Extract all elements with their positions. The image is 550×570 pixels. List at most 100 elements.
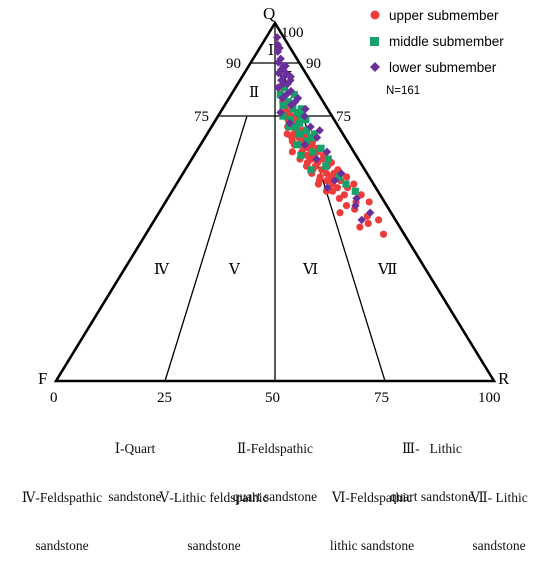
legend-n-count: N=161 xyxy=(386,85,420,97)
data-point-lower xyxy=(323,183,332,192)
data-point-middle xyxy=(297,105,305,113)
data-point-lower xyxy=(286,86,296,96)
data-point-lower xyxy=(278,79,288,89)
data-point-middle xyxy=(317,144,325,152)
caption-vi-line1: Ⅵ-Feldspathic xyxy=(331,490,413,505)
field-label-v: Ⅴ xyxy=(228,262,241,278)
tick-label-90-right: 90 xyxy=(306,56,321,72)
ternary-diagram: Q F R 100 90 90 75 75 0 25 50 75 100 Ⅰ Ⅱ… xyxy=(38,4,510,406)
data-point-middle xyxy=(276,91,284,99)
data-point-middle xyxy=(293,141,301,149)
data-point-middle xyxy=(295,119,304,127)
data-point-middle xyxy=(285,123,293,131)
data-point-upper xyxy=(342,173,351,181)
data-point-upper xyxy=(379,230,388,238)
legend-marker-middle xyxy=(370,37,379,46)
data-point-middle xyxy=(302,116,310,124)
caption-iv-line2: sandstone xyxy=(35,538,89,553)
data-point-upper xyxy=(340,191,348,199)
data-point-lower xyxy=(301,104,310,114)
data-point-lower xyxy=(273,47,283,56)
data-point-lower xyxy=(365,208,375,217)
data-point-lower xyxy=(322,147,332,157)
data-point-upper xyxy=(315,176,323,185)
tick-label-75-left: 75 xyxy=(194,109,209,125)
data-point-lower xyxy=(282,90,291,99)
data-point-lower xyxy=(274,58,283,67)
data-point-middle xyxy=(293,108,301,117)
data-point-middle xyxy=(309,148,317,156)
data-point-upper xyxy=(288,133,296,142)
data-point-lower xyxy=(272,33,282,42)
caption-v-line1: Ⅴ-Lithic feldspathic xyxy=(159,490,269,505)
data-point-middle xyxy=(295,130,304,138)
tick-label-0: 0 xyxy=(50,390,58,406)
data-point-upper xyxy=(288,148,296,156)
caption-ii-line1: Ⅱ-Feldspathic xyxy=(237,441,313,456)
caption-vii-line2: sandstone xyxy=(472,538,526,553)
data-point-middle xyxy=(342,180,350,188)
data-point-lower xyxy=(337,169,346,178)
caption-iv-line1: Ⅳ-Feldspathic xyxy=(21,490,103,505)
data-point-lower xyxy=(278,93,287,103)
legend-label-middle: middle submember xyxy=(389,34,504,49)
tick-label-25: 25 xyxy=(157,390,172,406)
data-point-upper xyxy=(365,198,373,206)
tick-label-100: 100 xyxy=(478,390,501,406)
data-point-lower xyxy=(306,122,315,132)
caption-vi: Ⅵ-Feldspathic lithic sandstone xyxy=(302,458,442,570)
data-point-upper xyxy=(374,216,383,224)
legend-marker-lower xyxy=(370,62,380,72)
data-point-upper xyxy=(364,219,372,228)
field-label-ii: Ⅱ xyxy=(249,85,259,101)
legend-label-upper: upper submember xyxy=(389,8,499,23)
data-point-lower xyxy=(277,76,286,85)
data-point-lower xyxy=(279,72,289,81)
caption-iii-line1: Ⅲ- Lithic xyxy=(402,441,462,456)
data-point-middle xyxy=(280,83,289,92)
field-label-vi: Ⅵ xyxy=(302,262,318,278)
data-point-lower xyxy=(312,154,321,164)
data-point-middle xyxy=(322,162,330,170)
data-point-middle xyxy=(279,101,287,109)
tick-label-90-left: 90 xyxy=(226,56,241,72)
tick-label-100-top: 100 xyxy=(281,25,304,41)
split-line-25 xyxy=(164,115,248,382)
vertex-f-label: F xyxy=(38,369,47,388)
tick-label-75: 75 xyxy=(374,390,389,406)
data-point-upper xyxy=(336,209,344,217)
data-point-middle xyxy=(290,91,298,99)
field-label-vii: Ⅶ xyxy=(377,262,397,278)
data-point-upper xyxy=(329,187,337,195)
data-point-lower xyxy=(357,215,366,225)
caption-i-line1: Ⅰ-Quart xyxy=(114,441,156,456)
legend-label-lower: lower submember xyxy=(389,60,497,75)
caption-v-line2: sandstone xyxy=(187,538,241,553)
data-point-middle xyxy=(286,116,294,124)
caption-vii-line1: Ⅶ- Lithic xyxy=(470,490,528,505)
data-point-middle xyxy=(335,173,343,181)
data-point-middle xyxy=(297,151,305,160)
tick-label-50: 50 xyxy=(265,390,280,406)
data-point-upper xyxy=(350,180,358,188)
data-point-lower xyxy=(352,194,361,203)
caption-vi-line2: lithic sandstone xyxy=(329,538,415,553)
data-points xyxy=(272,33,388,238)
tick-label-75-right: 75 xyxy=(336,109,351,125)
data-point-lower xyxy=(300,140,309,149)
data-point-lower xyxy=(274,68,283,78)
data-point-upper xyxy=(323,176,331,185)
data-point-lower xyxy=(283,79,292,89)
data-point-lower xyxy=(273,83,283,92)
data-point-middle xyxy=(307,166,315,174)
data-point-lower xyxy=(286,72,295,81)
data-point-middle xyxy=(284,98,293,106)
data-point-middle xyxy=(324,155,332,163)
data-point-lower xyxy=(312,133,322,142)
vertex-r-label: R xyxy=(498,369,510,388)
data-point-middle xyxy=(279,112,287,120)
data-point-lower xyxy=(276,108,285,117)
data-point-lower xyxy=(273,40,282,49)
caption-v: Ⅴ-Lithic feldspathic sandstone xyxy=(134,458,294,570)
data-point-middle xyxy=(351,187,359,195)
